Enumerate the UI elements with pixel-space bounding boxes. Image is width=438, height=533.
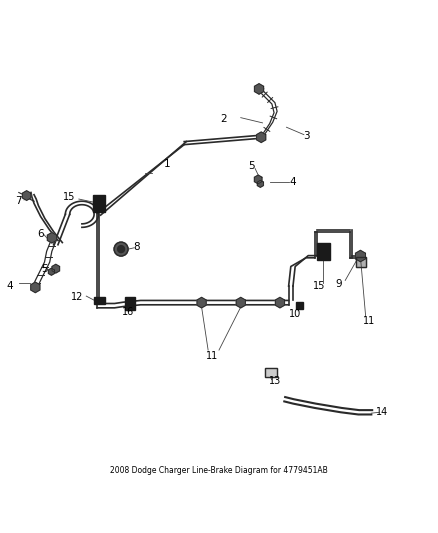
Text: 10: 10 bbox=[289, 309, 301, 319]
Polygon shape bbox=[236, 297, 245, 308]
Text: 11: 11 bbox=[363, 316, 375, 326]
Text: 3: 3 bbox=[303, 131, 309, 141]
Bar bbox=[94, 296, 105, 304]
Text: 4: 4 bbox=[290, 176, 296, 187]
Text: 1: 1 bbox=[163, 159, 170, 169]
Polygon shape bbox=[47, 232, 57, 243]
Polygon shape bbox=[258, 180, 263, 187]
Text: 15: 15 bbox=[63, 192, 75, 202]
Text: 8: 8 bbox=[133, 242, 140, 252]
Bar bbox=[93, 195, 106, 212]
Text: 16: 16 bbox=[121, 307, 134, 317]
Text: 12: 12 bbox=[71, 292, 84, 302]
Bar bbox=[356, 257, 366, 266]
Text: 5: 5 bbox=[42, 264, 48, 273]
Polygon shape bbox=[31, 282, 40, 293]
Bar bbox=[125, 297, 134, 310]
Polygon shape bbox=[254, 84, 264, 94]
Text: 2: 2 bbox=[220, 114, 226, 124]
Text: 11: 11 bbox=[206, 351, 219, 361]
Polygon shape bbox=[265, 368, 277, 377]
Text: 6: 6 bbox=[37, 229, 44, 239]
Polygon shape bbox=[197, 297, 206, 308]
Polygon shape bbox=[356, 251, 365, 262]
Polygon shape bbox=[276, 297, 284, 308]
Text: 2008 Dodge Charger Line-Brake Diagram for 4779451AB: 2008 Dodge Charger Line-Brake Diagram fo… bbox=[110, 466, 328, 475]
Text: 4: 4 bbox=[7, 281, 14, 291]
Polygon shape bbox=[52, 264, 60, 273]
Polygon shape bbox=[49, 268, 54, 275]
Polygon shape bbox=[254, 175, 262, 184]
Polygon shape bbox=[356, 257, 366, 266]
Text: 14: 14 bbox=[376, 407, 389, 417]
Text: 15: 15 bbox=[313, 281, 325, 291]
Text: 7: 7 bbox=[15, 196, 22, 206]
Circle shape bbox=[114, 242, 128, 256]
Circle shape bbox=[117, 246, 124, 253]
Polygon shape bbox=[22, 191, 31, 200]
Text: 9: 9 bbox=[336, 279, 342, 289]
Text: 5: 5 bbox=[248, 161, 255, 172]
Polygon shape bbox=[257, 132, 266, 142]
Bar bbox=[318, 243, 329, 260]
Text: 13: 13 bbox=[269, 376, 281, 385]
Bar bbox=[296, 302, 304, 309]
Bar bbox=[265, 368, 277, 377]
